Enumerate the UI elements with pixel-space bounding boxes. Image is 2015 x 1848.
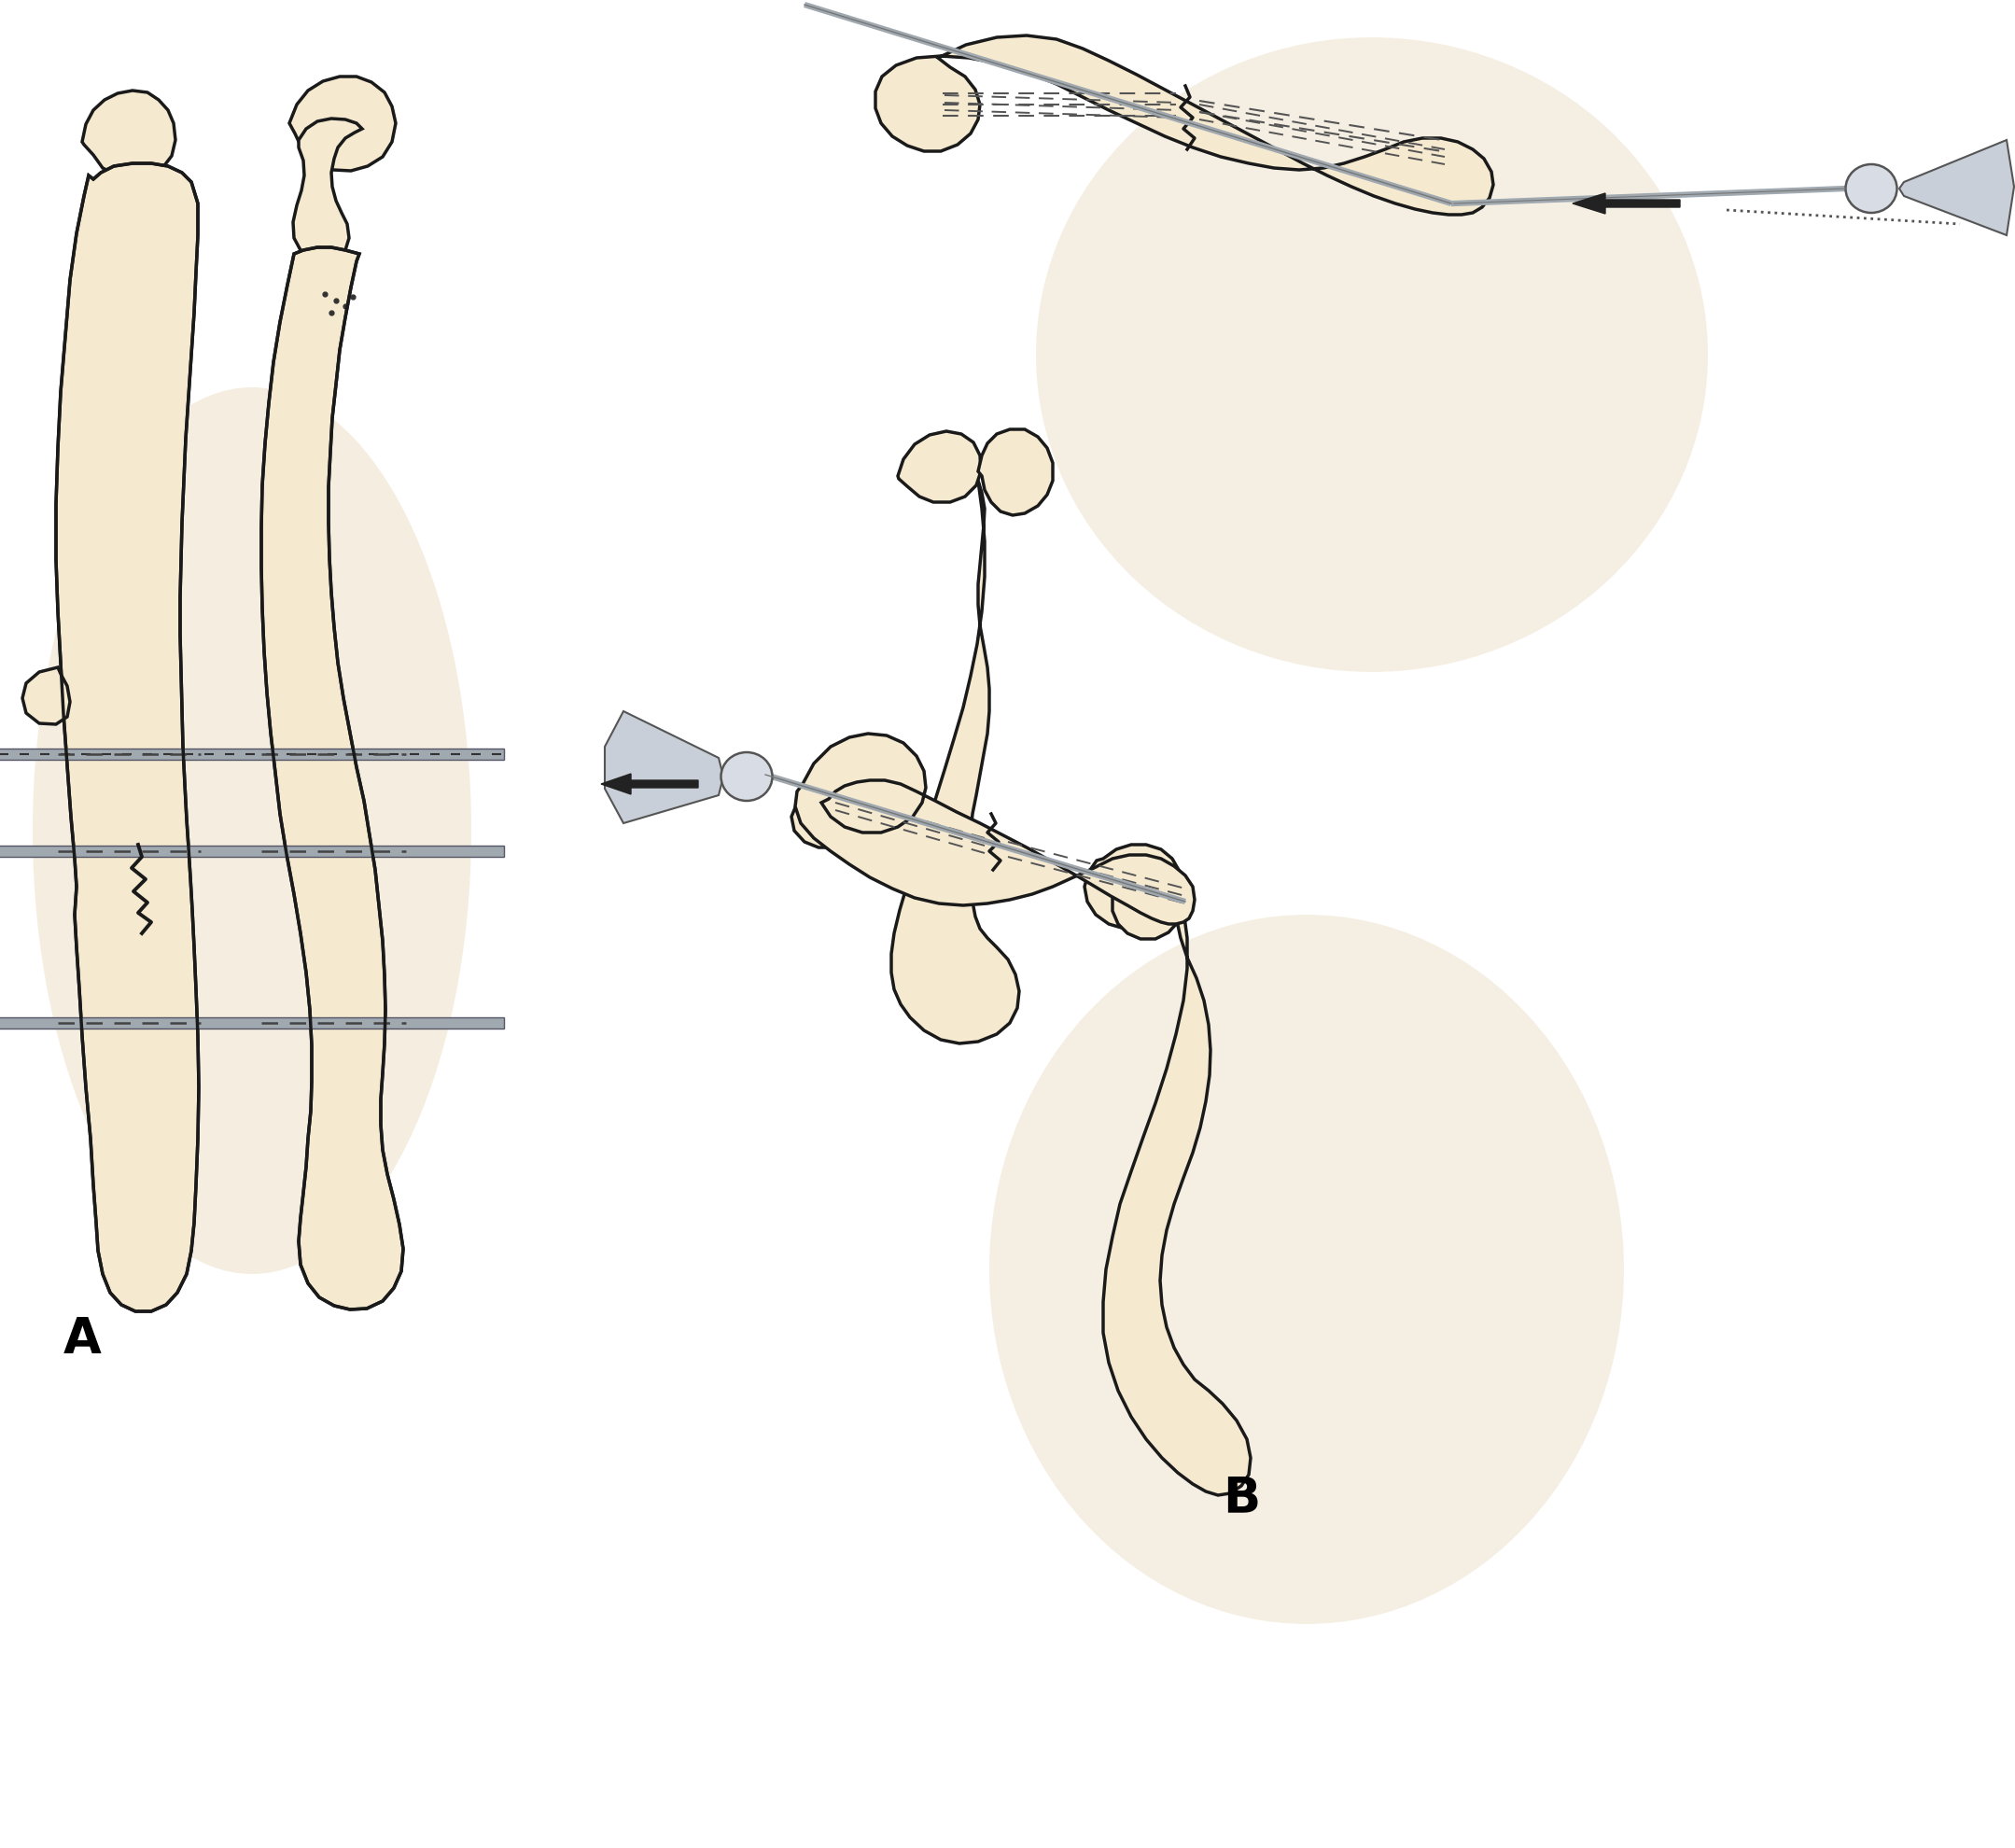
- Ellipse shape: [1846, 164, 1896, 213]
- FancyArrow shape: [600, 774, 697, 795]
- Polygon shape: [290, 76, 395, 170]
- Polygon shape: [1102, 876, 1251, 1495]
- Text: A: A: [62, 1316, 101, 1364]
- Polygon shape: [875, 35, 1493, 214]
- Polygon shape: [796, 734, 1195, 924]
- Polygon shape: [83, 91, 175, 179]
- Bar: [0, 1018, 504, 1029]
- Polygon shape: [604, 711, 723, 822]
- Polygon shape: [1084, 845, 1181, 930]
- Polygon shape: [1900, 140, 2015, 235]
- Polygon shape: [22, 667, 71, 724]
- Polygon shape: [262, 248, 403, 1310]
- Polygon shape: [891, 480, 1020, 1044]
- Ellipse shape: [32, 388, 472, 1273]
- Bar: [0, 748, 504, 760]
- Ellipse shape: [721, 752, 772, 800]
- Ellipse shape: [989, 915, 1624, 1624]
- FancyArrow shape: [1572, 194, 1681, 214]
- Polygon shape: [56, 163, 199, 1312]
- Text: B: B: [1223, 1473, 1259, 1523]
- Polygon shape: [899, 431, 981, 503]
- Bar: [0, 846, 504, 857]
- Ellipse shape: [1036, 37, 1709, 673]
- Polygon shape: [977, 429, 1052, 516]
- Polygon shape: [292, 118, 363, 259]
- Polygon shape: [792, 780, 868, 848]
